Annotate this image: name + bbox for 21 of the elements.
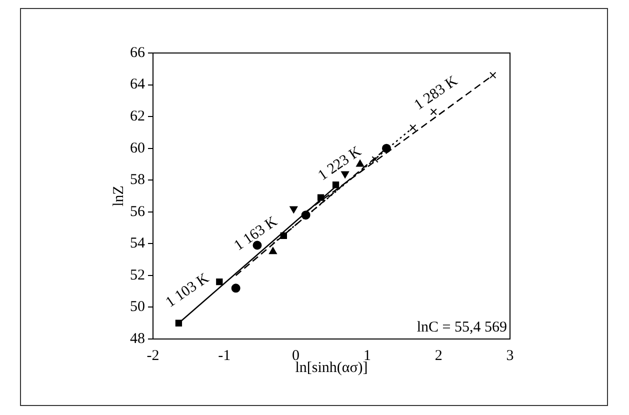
y-axis-title: lnZ — [110, 186, 127, 206]
x-axis-title: ln[sinh(ασ)] — [295, 360, 368, 376]
annotation: 1 223 K — [315, 143, 364, 184]
y-tick-label: 56 — [130, 204, 146, 220]
x-tick-label: 3 — [506, 348, 514, 364]
y-tick-label: 52 — [130, 267, 145, 284]
y-tick-label: 66 — [130, 44, 146, 61]
x-tick-label: -1 — [218, 348, 231, 364]
annotation: 1 283 K — [412, 73, 461, 114]
x-tick-label: -2 — [146, 348, 160, 364]
annotation: lnC = 55,4 569 — [416, 319, 507, 336]
x-tick-label: 2 — [434, 348, 442, 364]
y-tick-label: 64 — [130, 76, 146, 93]
y-tick-label: 54 — [130, 236, 146, 252]
y-tick-label: 50 — [130, 299, 145, 316]
y-tick-label: 62 — [130, 108, 145, 124]
annotation: 1 103 K — [163, 270, 212, 311]
annotation: 1 163 K — [231, 214, 281, 254]
y-tick-label: 58 — [130, 172, 145, 188]
y-tick-label: 60 — [130, 140, 145, 156]
y-tick-label: 48 — [130, 330, 145, 347]
